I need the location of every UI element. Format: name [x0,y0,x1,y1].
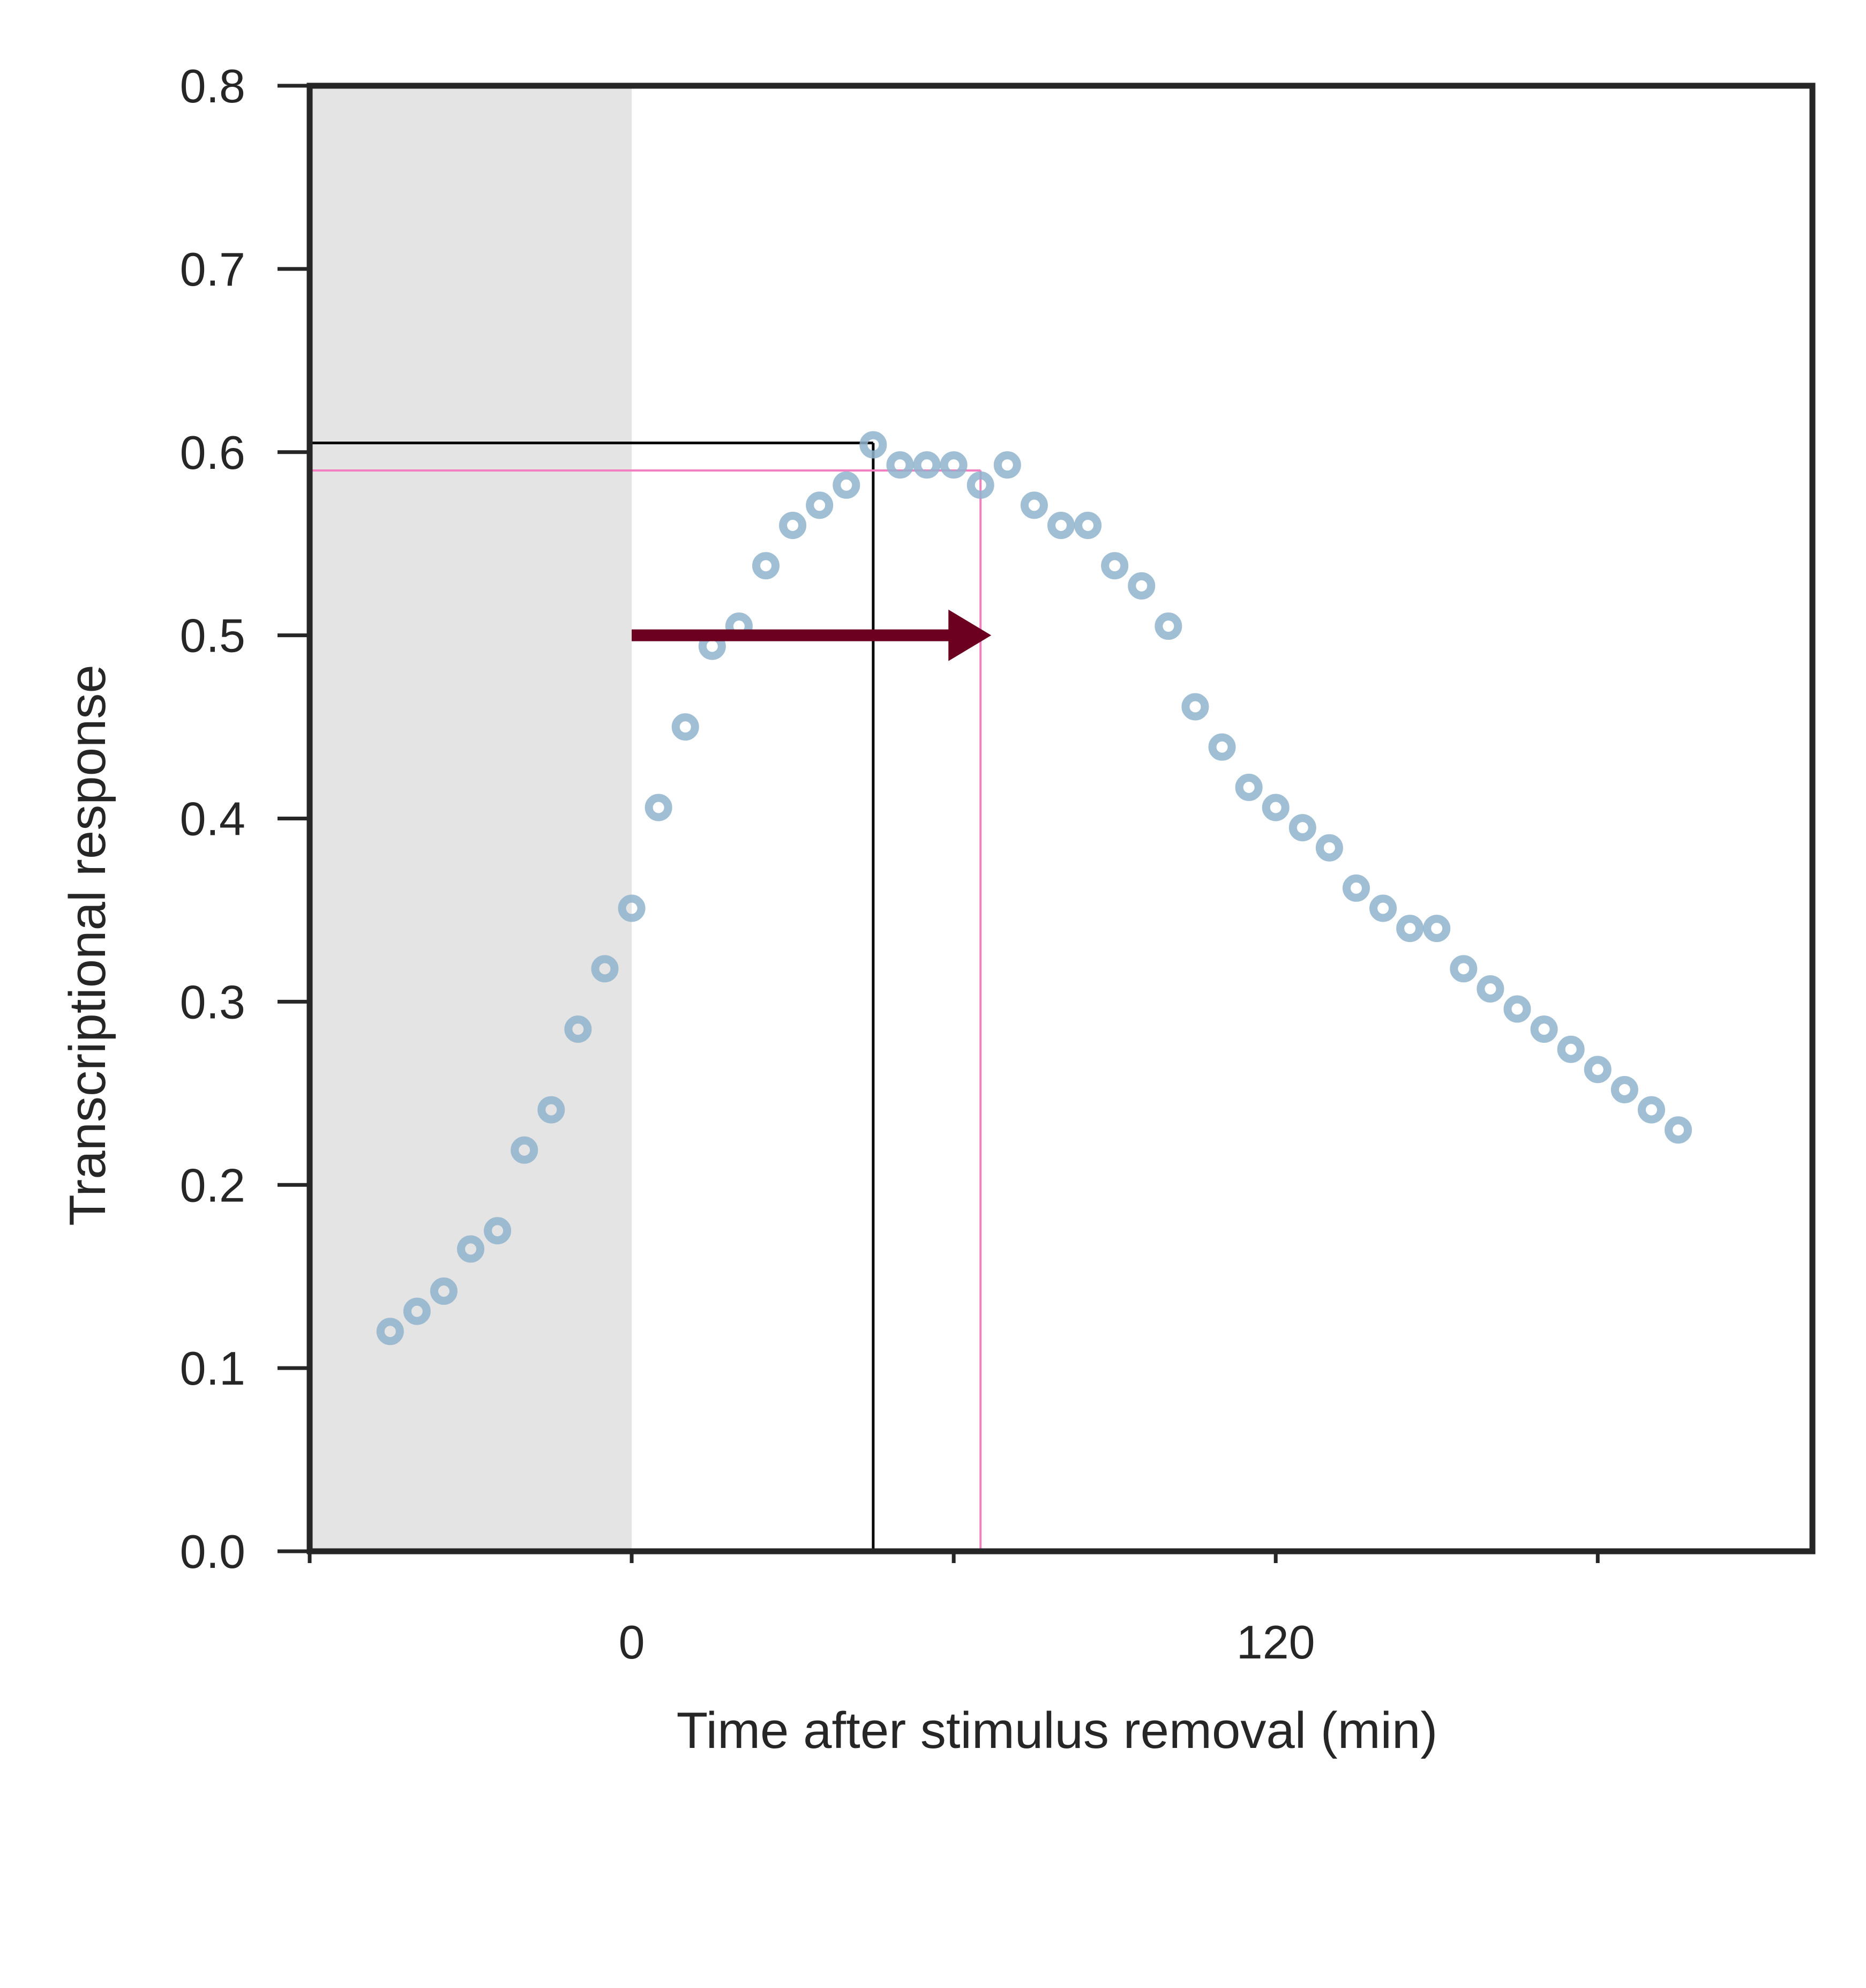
data-point [886,451,914,479]
data-point [1208,733,1236,761]
x-tick-label: 0 [619,1616,645,1669]
y-tick-label: 0.1 [180,1342,245,1395]
data-point [1181,693,1209,721]
y-tick-label: 0.2 [180,1159,245,1212]
data-point [484,1217,512,1245]
data-point [1477,975,1504,1003]
data-point [1503,995,1531,1023]
data-point [1530,1015,1558,1043]
data-point [1369,894,1397,922]
data-point [1128,572,1156,600]
data-point [537,1096,565,1124]
reference-lines [310,442,982,1551]
data-point [1665,1116,1692,1144]
data-point [1020,491,1048,519]
data-point [833,471,860,499]
data-point [1396,915,1424,943]
data-point [1235,773,1263,801]
arrow-head [948,609,992,661]
data-point [1101,552,1129,580]
data-point [1342,874,1370,902]
data-point [1423,915,1451,943]
x-axis-label: Time after stimulus removal (min) [677,1702,1438,1759]
data-point [376,1318,404,1346]
data-points [376,431,1692,1346]
y-tick-label: 0.0 [180,1525,245,1578]
data-point [1584,1056,1612,1083]
data-point [457,1235,485,1263]
data-point [1637,1096,1665,1124]
shift-arrow [632,609,992,661]
data-point [1610,1075,1638,1103]
y-tick-label: 0.5 [180,609,245,662]
data-point [645,794,672,821]
data-point [993,451,1021,479]
y-tick-label: 0.8 [180,59,245,113]
x-tick-label: 120 [1236,1616,1315,1669]
data-point [1450,955,1478,983]
data-point [671,713,699,741]
data-point [1047,512,1075,539]
data-point [511,1136,538,1164]
data-point [1155,612,1182,640]
data-point [564,1015,592,1043]
data-point [752,552,780,580]
x-axis-ticks: 0 120 [308,1551,1600,1669]
y-tick-label: 0.4 [180,793,245,846]
data-point [1074,512,1102,539]
data-point [806,491,834,519]
data-point [1262,794,1290,821]
y-axis-ticks: 0.0 0.1 0.2 0.3 0.4 0.5 0.6 0.7 0.8 [180,59,310,1578]
data-point [913,451,941,479]
data-point [1557,1035,1585,1063]
shaded-region [310,86,632,1551]
data-point [779,512,807,539]
plot-background [310,86,632,1551]
data-point [430,1277,458,1305]
y-axis-label: Transcriptional response [59,664,116,1226]
data-point [1288,814,1316,842]
y-tick-label: 0.6 [180,426,245,479]
data-point [940,451,968,479]
y-tick-label: 0.7 [180,243,245,296]
data-point [403,1297,431,1325]
data-point [966,471,994,499]
data-point [859,431,887,459]
y-tick-label: 0.3 [180,975,245,1028]
data-point [618,894,646,922]
data-point [1315,834,1343,862]
data-point [591,955,619,983]
